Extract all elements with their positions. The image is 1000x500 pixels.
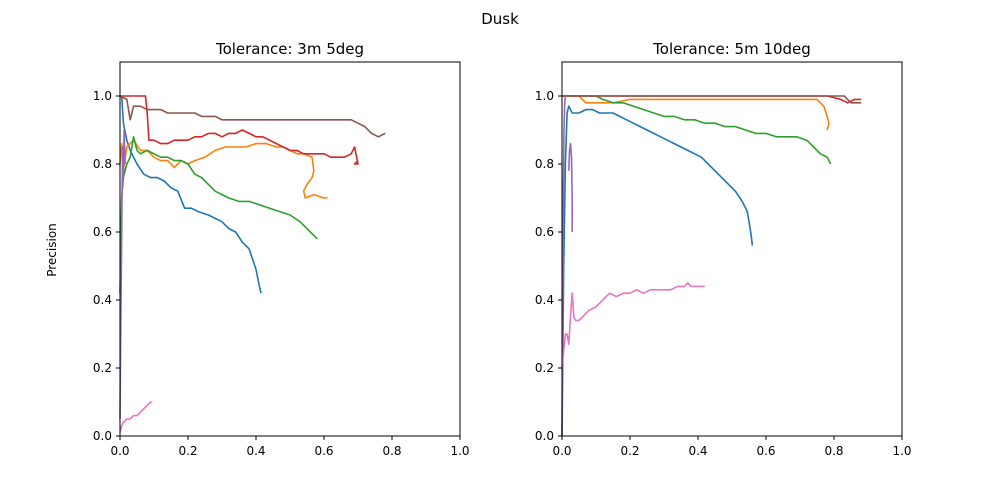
y-tick-label: 0.2	[93, 361, 112, 375]
x-tick-label: 0.0	[110, 444, 129, 458]
x-tick-label: 1.0	[892, 444, 911, 458]
y-tick-label: 0.0	[535, 429, 554, 443]
subplot-2-axes-frame	[561, 61, 903, 437]
x-tick-label: 0.0	[552, 444, 571, 458]
y-tick-label: 0.2	[535, 361, 554, 375]
y-tick-label: 1.0	[93, 89, 112, 103]
y-tick-label: 0.6	[535, 225, 554, 239]
series-line-6	[119, 129, 126, 420]
y-tick-label: 0.4	[535, 293, 554, 307]
x-tick-label: 0.2	[178, 444, 197, 458]
subplot-1-title: Tolerance: 3m 5deg	[215, 40, 364, 58]
series-line-1	[120, 95, 262, 294]
x-tick-label: 0.6	[314, 444, 333, 458]
subplot-1-yticks: 0.0 0.2 0.4 0.6 0.8 1.0	[93, 89, 120, 443]
subplot-1-lines	[119, 95, 386, 433]
subplot-2: Tolerance: 5m 10deg 0.0 0.2 0.4 0.6 0.8 1.0 0…	[535, 40, 912, 458]
x-tick-label: 0.2	[620, 444, 639, 458]
series-line-6	[561, 95, 567, 437]
series-line-1	[561, 105, 754, 437]
series-line-4	[120, 95, 359, 165]
series-line-3	[562, 95, 832, 165]
subplot-2-title: Tolerance: 5m 10deg	[652, 40, 811, 58]
subplot-1-ylabel: Precision	[45, 223, 59, 277]
subplot-1-axes-frame	[119, 61, 461, 437]
x-tick-label: 0.6	[756, 444, 775, 458]
x-tick-label: 0.4	[246, 444, 265, 458]
y-tick-label: 1.0	[535, 89, 554, 103]
subplot-2-lines	[561, 95, 862, 437]
series-line-3	[119, 136, 318, 294]
x-tick-label: 0.8	[824, 444, 843, 458]
y-tick-label: 0.0	[93, 429, 112, 443]
y-tick-label: 0.4	[93, 293, 112, 307]
series-line-7	[119, 401, 153, 433]
series-line-2	[119, 139, 328, 199]
series-line-7	[561, 282, 705, 369]
x-tick-label: 0.4	[688, 444, 707, 458]
series-line-2	[562, 95, 830, 131]
subplot-1: Tolerance: 3m 5deg Precision 0.00.20.40.…	[45, 40, 470, 458]
y-tick-label: 0.8	[535, 157, 554, 171]
y-tick-label: 0.8	[93, 157, 112, 171]
series-line-5	[562, 95, 862, 104]
series-line-8	[568, 142, 574, 232]
x-tick-label: 1.0	[450, 444, 469, 458]
subplot-2-yticks: 0.0 0.2 0.4 0.6 0.8 1.0	[535, 89, 562, 443]
y-tick-label: 0.6	[93, 225, 112, 239]
subplot-1-xticks: 0.0 0.2 0.4 0.6 0.8 1.0	[110, 436, 470, 458]
series-line-5	[119, 95, 386, 138]
figure-suptitle: Dusk	[481, 10, 519, 28]
subplot-2-xticks: 0.0 0.2 0.4 0.6 0.8 1.0	[552, 436, 912, 458]
x-tick-label: 0.8	[382, 444, 401, 458]
